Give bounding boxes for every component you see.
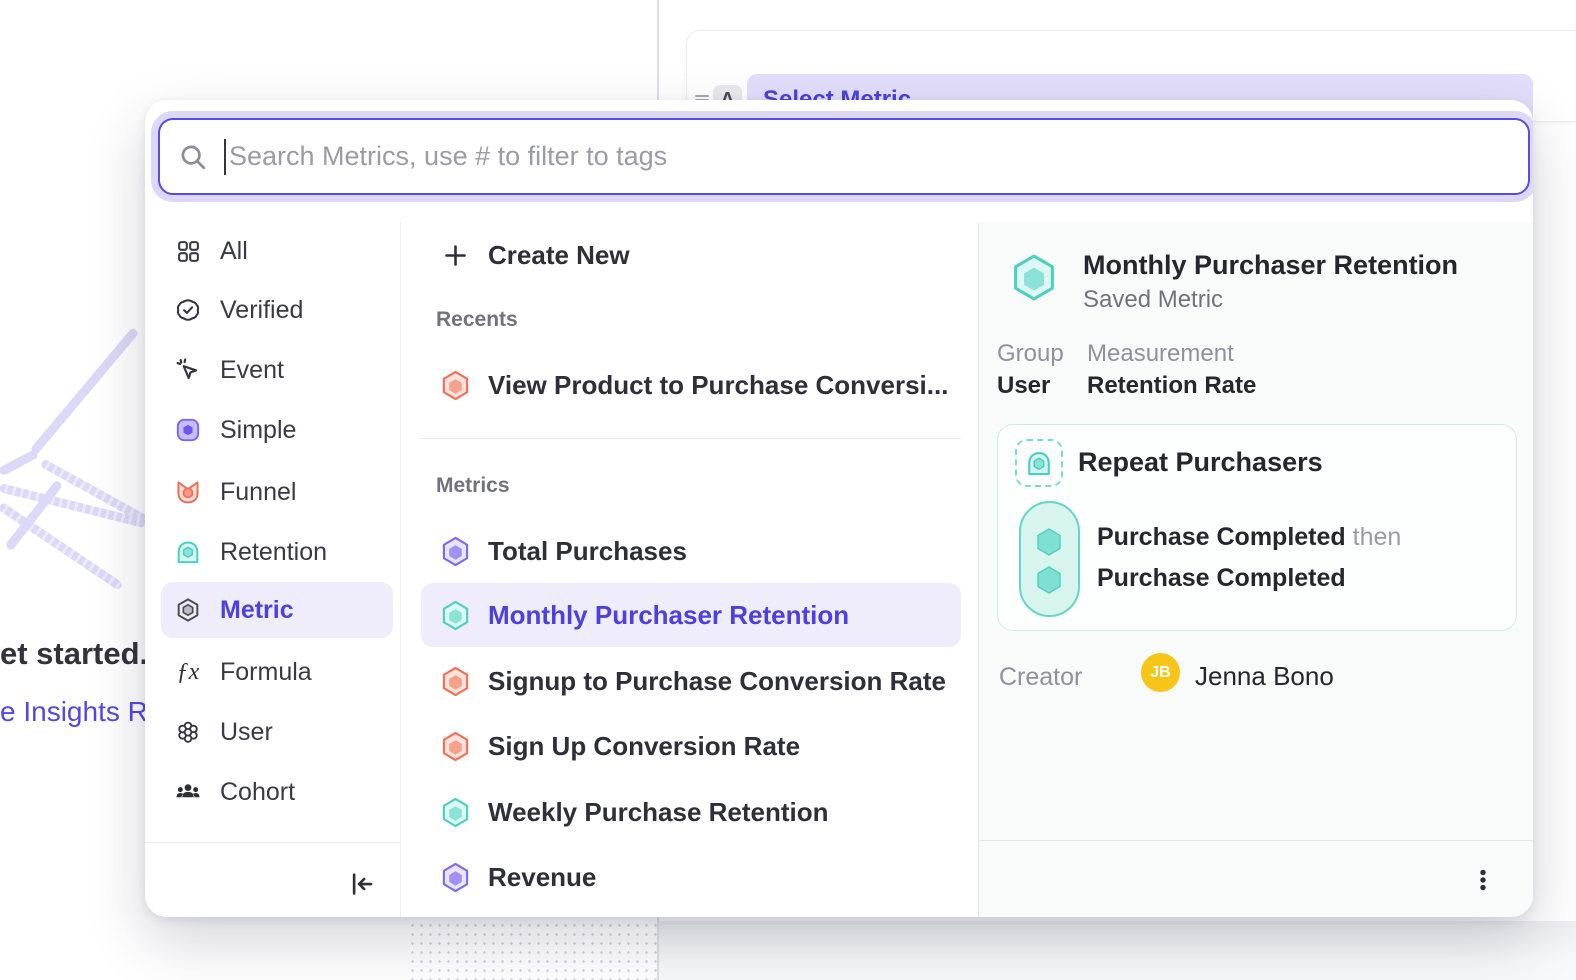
sidebar-item-label: Simple bbox=[220, 416, 296, 445]
cohort-people-icon bbox=[175, 779, 201, 805]
group-value: User bbox=[997, 372, 1050, 400]
sidebar-item-funnel[interactable]: Funnel bbox=[161, 464, 393, 520]
create-new-label: Create New bbox=[488, 240, 630, 271]
retention-metric-hexagon-icon bbox=[441, 600, 470, 631]
metric-item-label: Weekly Purchase Retention bbox=[488, 797, 829, 828]
event-metric-hexagon-icon bbox=[441, 536, 470, 567]
step-connector: then bbox=[1353, 523, 1402, 551]
group-label: Group bbox=[997, 340, 1064, 368]
metric-item-label: Sign Up Conversion Rate bbox=[488, 731, 800, 762]
text-caret bbox=[224, 139, 226, 175]
background-headline-fragment: et started. bbox=[0, 636, 146, 672]
create-new-button[interactable]: Create New bbox=[421, 225, 961, 285]
cursor-sparkle-icon bbox=[175, 357, 201, 383]
sidebar-item-label: Retention bbox=[220, 538, 327, 567]
sidebar-item-formula[interactable]: ƒx Formula bbox=[161, 644, 393, 700]
search-icon bbox=[178, 142, 208, 172]
creator-label: Creator bbox=[999, 663, 1082, 692]
metric-detail-panel: Monthly Purchaser Retention Saved Metric… bbox=[978, 222, 1533, 917]
metric-item-sign-up-conversion-rate[interactable]: Sign Up Conversion Rate bbox=[421, 716, 961, 776]
sidebar-item-label: User bbox=[220, 718, 273, 747]
formula-icon: ƒx bbox=[175, 659, 201, 685]
sidebar-item-all[interactable]: All bbox=[161, 223, 393, 279]
more-options-button[interactable] bbox=[1465, 862, 1501, 898]
funnel-metric-hexagon-icon bbox=[441, 370, 470, 401]
step-event-name: Purchase Completed bbox=[1097, 523, 1346, 551]
definition-step-1: Purchase Completed then bbox=[1097, 523, 1401, 552]
sidebar-footer-divider bbox=[145, 842, 400, 843]
retention-metric-hexagon-icon bbox=[441, 797, 470, 828]
sidebar-item-label: Event bbox=[220, 356, 284, 385]
event-metric-hexagon-icon bbox=[441, 862, 470, 893]
sidebar-item-label: Formula bbox=[220, 658, 312, 687]
metric-definition-card: Repeat Purchasers Purchase Completed the… bbox=[997, 424, 1517, 631]
verified-badge-icon bbox=[175, 297, 201, 323]
funnel-metric-hexagon-icon bbox=[441, 666, 470, 697]
step-event-name: Purchase Completed bbox=[1097, 564, 1346, 592]
metric-item-label: Signup to Purchase Conversion Rate bbox=[488, 666, 946, 697]
metric-item-monthly-purchaser-retention[interactable]: Monthly Purchaser Retention bbox=[421, 583, 961, 647]
funnel-icon bbox=[175, 479, 201, 505]
retention-steps-capsule bbox=[1019, 501, 1080, 617]
sidebar-item-cohort[interactable]: Cohort bbox=[161, 764, 393, 820]
metrics-section-label: Metrics bbox=[436, 474, 510, 498]
measurement-label: Measurement bbox=[1087, 340, 1234, 368]
detail-subtitle: Saved Metric bbox=[1083, 286, 1223, 314]
metric-item-label: View Product to Purchase Conversi... bbox=[488, 370, 948, 401]
sidebar-item-verified[interactable]: Verified bbox=[161, 282, 393, 338]
collapse-left-icon bbox=[346, 869, 376, 899]
definition-name: Repeat Purchasers bbox=[1078, 447, 1323, 478]
retention-metric-hexagon-icon bbox=[1011, 253, 1057, 307]
sidebar-item-simple[interactable]: Simple bbox=[161, 402, 393, 458]
collapse-sidebar-button[interactable] bbox=[343, 866, 379, 902]
metric-hexagon-icon bbox=[175, 597, 201, 623]
user-flower-icon bbox=[175, 719, 201, 745]
background-chart-band bbox=[659, 921, 1576, 980]
sidebar-item-label: Metric bbox=[220, 596, 294, 625]
list-section-divider bbox=[419, 438, 961, 439]
metric-item-label: Revenue bbox=[488, 862, 596, 893]
saved-retention-icon bbox=[1015, 439, 1063, 487]
sidebar-item-event[interactable]: Event bbox=[161, 342, 393, 398]
metric-list-panel: Create New Recents View Product to Purch… bbox=[400, 222, 978, 917]
search-placeholder: Search Metrics, use # to filter to tags bbox=[229, 141, 667, 172]
funnel-metric-hexagon-icon bbox=[441, 731, 470, 762]
sidebar-item-label: All bbox=[220, 237, 248, 266]
background-dotted-texture bbox=[408, 921, 658, 980]
metric-item-total-purchases[interactable]: Total Purchases bbox=[421, 521, 961, 581]
background-chart-line bbox=[30, 327, 140, 455]
recent-metric-item[interactable]: View Product to Purchase Conversi... bbox=[421, 355, 961, 415]
sidebar-item-retention[interactable]: Retention bbox=[161, 524, 393, 580]
plus-icon bbox=[441, 242, 470, 269]
metric-item-signup-to-purchase-conversion-rate[interactable]: Signup to Purchase Conversion Rate bbox=[421, 651, 961, 711]
creator-name: Jenna Bono bbox=[1195, 661, 1334, 692]
metric-item-weekly-purchase-retention[interactable]: Weekly Purchase Retention bbox=[421, 782, 961, 842]
grid-icon bbox=[175, 238, 201, 264]
category-sidebar: All Verified Event Simple bbox=[145, 222, 400, 917]
background-insights-link-fragment[interactable]: e Insights Re bbox=[0, 696, 146, 728]
sidebar-item-label: Funnel bbox=[220, 478, 296, 507]
metric-item-revenue[interactable]: Revenue bbox=[421, 847, 961, 907]
retention-icon bbox=[175, 539, 201, 565]
metric-item-label: Total Purchases bbox=[488, 536, 687, 567]
recents-section-label: Recents bbox=[436, 308, 518, 332]
sidebar-item-user[interactable]: User bbox=[161, 704, 393, 760]
detail-title: Monthly Purchaser Retention bbox=[1083, 250, 1458, 281]
detail-footer-divider bbox=[979, 840, 1533, 841]
search-input[interactable]: Search Metrics, use # to filter to tags bbox=[158, 118, 1530, 195]
screen: et started. e Insights Re A Select Metri… bbox=[0, 0, 1576, 980]
sidebar-item-metric[interactable]: Metric bbox=[161, 582, 393, 638]
measurement-value: Retention Rate bbox=[1087, 372, 1256, 400]
sidebar-item-label: Verified bbox=[220, 296, 303, 325]
sidebar-item-label: Cohort bbox=[220, 778, 295, 807]
metric-picker-modal: Search Metrics, use # to filter to tags … bbox=[145, 100, 1533, 917]
kebab-menu-icon bbox=[1470, 867, 1496, 893]
simple-metric-icon bbox=[175, 417, 201, 443]
metric-item-label: Monthly Purchaser Retention bbox=[488, 600, 849, 631]
step-hexagons-icon bbox=[1021, 503, 1078, 615]
creator-avatar: JB bbox=[1141, 653, 1180, 692]
background-chart-line bbox=[0, 449, 39, 477]
definition-step-2: Purchase Completed bbox=[1097, 564, 1346, 593]
